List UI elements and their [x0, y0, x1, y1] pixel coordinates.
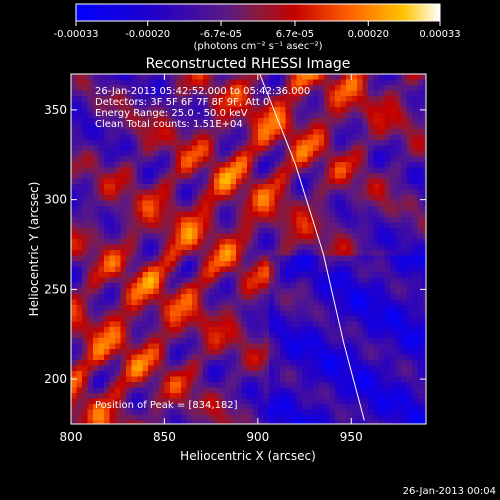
- annotation-line: Energy Range: 25.0 - 50.0 keV: [95, 108, 248, 119]
- colorbar-tick-label: 6.7e-05: [276, 29, 314, 40]
- heatmap-cells: [71, 74, 426, 424]
- colorbar-tick-label: -0.00033: [54, 29, 99, 40]
- y-tick-label: 300: [44, 193, 67, 207]
- colorbar: -0.00033 -0.00020 -6.7e-05 6.7e-05 0.00020 0.…: [54, 3, 461, 52]
- colorbar-tick-label: 0.00020: [348, 29, 389, 40]
- y-tick-label: 350: [44, 103, 67, 117]
- colorbar-tick-label: 0.00033: [419, 29, 460, 40]
- x-axis: 800 850 900 950: [60, 74, 363, 444]
- colorbar-tick-label: -6.7e-05: [200, 29, 242, 40]
- y-tick-label: 250: [44, 282, 67, 296]
- x-tick-label: 850: [153, 430, 176, 444]
- y-tick-label: 200: [44, 372, 67, 386]
- colorbar-gradient: [75, 3, 441, 22]
- x-axis-label: Heliocentric X (arcsec): [180, 449, 316, 463]
- x-tick-label: 900: [246, 430, 269, 444]
- colorbar-ticks: -0.00033 -0.00020 -6.7e-05 6.7e-05 0.00020 0.…: [54, 21, 461, 40]
- colorbar-tick-label: -0.00020: [125, 29, 170, 40]
- footer-timestamp: 26-Jan-2013 00:04: [403, 486, 496, 497]
- x-tick-label: 950: [340, 430, 363, 444]
- peak-position-label: Position of Peak = [834,182]: [95, 400, 238, 411]
- y-axis-label: Heliocentric Y (arcsec): [27, 182, 41, 317]
- annotation-line: Clean Total counts: 1.51E+04: [95, 119, 243, 130]
- annotation-line: Detectors: 3F 5F 6F 7F 8F 9F, Att 0: [95, 97, 269, 108]
- annotation-block: 26-Jan-2013 05:42:52.000 to 05:42:36.000…: [95, 86, 310, 130]
- colorbar-unit-label: (photons cm⁻² s⁻¹ asec⁻²): [193, 41, 322, 52]
- solar-limb-line: [259, 74, 365, 421]
- y-axis: 200 250 300 350: [44, 103, 426, 386]
- x-tick-label: 800: [60, 430, 83, 444]
- plot-frame: [70, 73, 427, 425]
- annotation-line: 26-Jan-2013 05:42:52.000 to 05:42:36.000: [95, 86, 310, 97]
- chart-title: Reconstructed RHESSI Image: [146, 56, 351, 72]
- heatmap-area: [71, 74, 426, 424]
